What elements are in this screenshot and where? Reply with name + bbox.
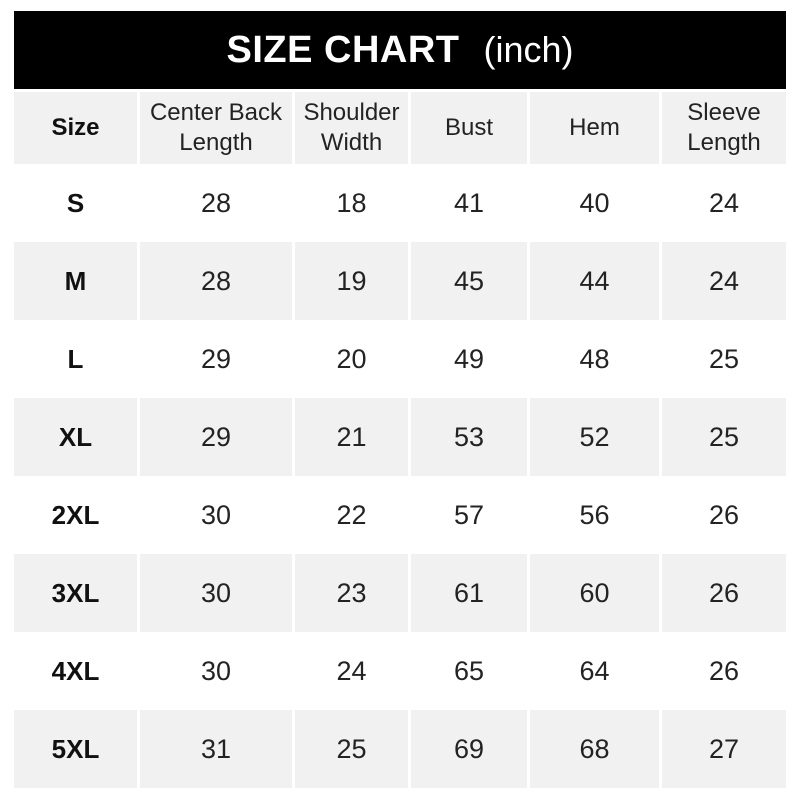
measurement-value: 25 xyxy=(662,398,786,476)
table-row-4xl: 4XL 30 24 65 64 26 xyxy=(14,632,786,710)
measurement-value: 24 xyxy=(662,242,786,320)
measurement-value: 29 xyxy=(200,343,232,374)
measurement-value: 23 xyxy=(295,554,408,632)
measurement-value: 52 xyxy=(530,398,659,476)
column-header-center-back-length: Center Back Length xyxy=(140,92,292,164)
measurement-value: 44 xyxy=(530,242,659,320)
measurement-value: 26 xyxy=(708,655,740,686)
measurement-value: 65 xyxy=(453,655,485,686)
measurement-value: 25 xyxy=(708,343,740,374)
measurement-value: 68 xyxy=(530,710,659,788)
measurement-value: 30 xyxy=(200,655,232,686)
column-header-size: Size xyxy=(14,92,137,164)
table-row-l: L 29 20 49 48 25 xyxy=(14,320,786,398)
measurement-value: 60 xyxy=(530,554,659,632)
column-header-hem: Hem xyxy=(530,92,659,164)
table-row-5xl: 5XL 31 25 69 68 27 xyxy=(14,710,786,788)
measurement-value: 18 xyxy=(336,187,367,218)
measurement-value: 30 xyxy=(140,554,292,632)
table-row-2xl: 2XL 30 22 57 56 26 xyxy=(14,476,786,554)
measurement-value: 56 xyxy=(579,499,610,530)
size-table-body: S 28 18 41 40 24 M 28 19 45 44 24 L 29 20 49 48 25 XL 29 21 5… xyxy=(14,164,786,788)
measurement-value: 27 xyxy=(662,710,786,788)
size-label: XL xyxy=(14,398,137,476)
size-label: S xyxy=(66,187,85,218)
table-row-xl: XL 29 21 53 52 25 xyxy=(14,398,786,476)
measurement-value: 29 xyxy=(140,398,292,476)
measurement-value: 45 xyxy=(411,242,527,320)
column-header-bust: Bust xyxy=(411,92,527,164)
size-label: L xyxy=(67,343,84,374)
size-label: 4XL xyxy=(51,655,100,686)
measurement-value: 25 xyxy=(295,710,408,788)
measurement-value: 49 xyxy=(453,343,485,374)
measurement-value: 28 xyxy=(140,242,292,320)
measurement-value: 31 xyxy=(140,710,292,788)
title-unit: (inch) xyxy=(483,29,574,70)
measurement-value: 26 xyxy=(662,554,786,632)
measurement-value: 26 xyxy=(708,499,740,530)
page-title: SIZE CHART xyxy=(226,28,460,71)
column-header-shoulder-width: Shoulder Width xyxy=(295,92,408,164)
measurement-value: 69 xyxy=(411,710,527,788)
size-label: M xyxy=(14,242,137,320)
measurement-value: 30 xyxy=(200,499,232,530)
measurement-value: 19 xyxy=(295,242,408,320)
measurement-value: 40 xyxy=(579,187,610,218)
measurement-value: 48 xyxy=(579,343,610,374)
measurement-value: 61 xyxy=(411,554,527,632)
size-label: 2XL xyxy=(51,499,100,530)
column-header-sleeve-length: Sleeve Length xyxy=(662,92,786,164)
measurement-value: 41 xyxy=(453,187,485,218)
measurement-value: 24 xyxy=(708,187,740,218)
measurement-value: 53 xyxy=(411,398,527,476)
measurement-value: 64 xyxy=(579,655,610,686)
measurement-value: 20 xyxy=(336,343,367,374)
title-bar: SIZE CHART (inch) xyxy=(14,11,786,89)
size-label: 3XL xyxy=(14,554,137,632)
measurement-value: 24 xyxy=(336,655,367,686)
table-row-3xl: 3XL 30 23 61 60 26 xyxy=(14,554,786,632)
measurement-value: 22 xyxy=(336,499,367,530)
table-row-m: M 28 19 45 44 24 xyxy=(14,242,786,320)
size-label: 5XL xyxy=(14,710,137,788)
size-table: Size Center Back Length Shoulder Width B… xyxy=(14,92,786,788)
measurement-value: 57 xyxy=(453,499,485,530)
measurement-value: 21 xyxy=(295,398,408,476)
table-header-row: Size Center Back Length Shoulder Width B… xyxy=(14,92,786,164)
measurement-value: 28 xyxy=(200,187,232,218)
table-row-s: S 28 18 41 40 24 xyxy=(14,164,786,242)
